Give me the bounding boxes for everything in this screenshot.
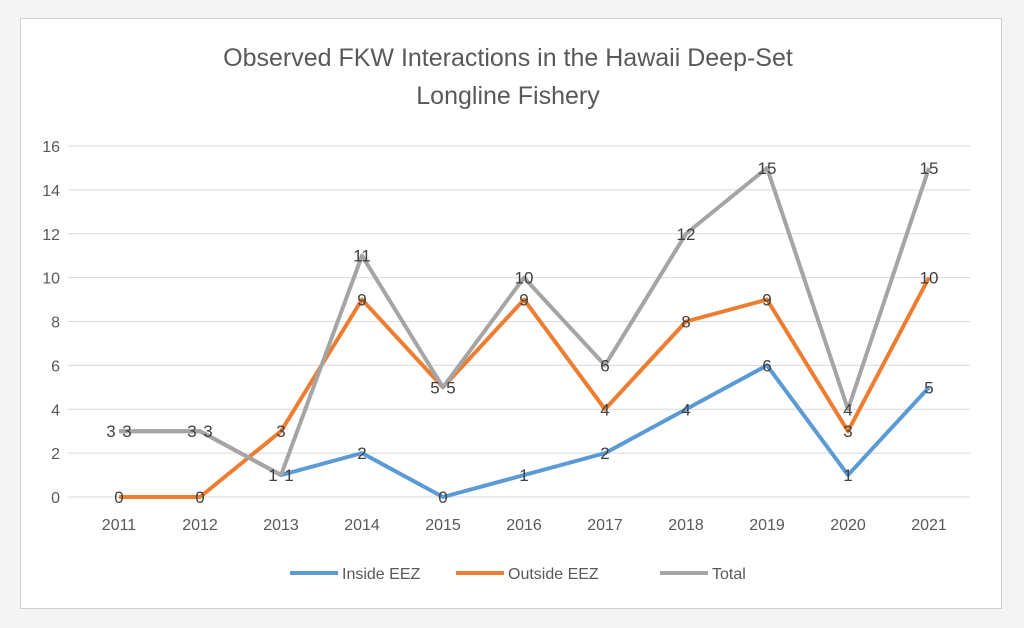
x-tick-label: 2019 — [749, 517, 785, 534]
legend: Inside EEZ Outside EEZ Total — [290, 566, 746, 583]
data-label: 12 — [677, 225, 696, 244]
x-tick-label: 2015 — [425, 517, 461, 534]
data-label: 10 — [920, 269, 939, 288]
data-label: 5 — [924, 378, 933, 397]
x-tick-label: 2020 — [830, 517, 866, 534]
y-tick-label: 16 — [42, 139, 60, 156]
data-label: 1 — [843, 466, 852, 485]
data-label: 2 — [600, 444, 609, 463]
x-tick-label: 2017 — [587, 517, 623, 534]
data-label: 3 — [187, 422, 196, 441]
chart-title-line1: Observed FKW Interactions in the Hawaii … — [223, 44, 793, 72]
data-label: 5 — [430, 378, 439, 397]
x-tick-label: 2014 — [344, 517, 380, 534]
legend-label: Outside EEZ — [508, 566, 599, 583]
legend-label: Total — [712, 566, 746, 583]
x-tick-label: 2011 — [102, 517, 137, 534]
x-tick-label: 2018 — [668, 517, 704, 534]
legend-label: Inside EEZ — [342, 566, 420, 583]
data-label: 4 — [600, 400, 609, 419]
series-line-outside-eez — [119, 276, 931, 499]
y-tick-label: 2 — [51, 446, 60, 463]
y-tick-label: 4 — [51, 402, 60, 419]
data-label: 11 — [353, 247, 371, 266]
chart-title-line2: Longline Fishery — [416, 82, 600, 110]
data-label: 9 — [519, 291, 528, 310]
data-label: 8 — [681, 313, 690, 332]
y-tick-label: 0 — [51, 490, 60, 507]
data-label: 6 — [600, 356, 609, 375]
data-label: 9 — [357, 291, 366, 310]
y-tick-label: 6 — [51, 358, 60, 375]
data-label: 4 — [681, 400, 690, 419]
x-tick-label: 2012 — [182, 517, 218, 534]
data-label: 10 — [515, 269, 534, 288]
data-label: 3 — [203, 422, 212, 441]
data-label: 3 — [843, 422, 852, 441]
data-label: 3 — [106, 422, 115, 441]
series-line-total — [119, 165, 931, 478]
data-label: 9 — [762, 291, 771, 310]
data-label: 6 — [762, 356, 771, 375]
data-label: 0 — [195, 488, 204, 507]
data-label: 0 — [114, 488, 123, 507]
x-tick-label: 2021 — [911, 517, 947, 534]
data-label: 0 — [438, 488, 447, 507]
y-tick-label: 8 — [51, 315, 60, 332]
data-label: 15 — [758, 159, 777, 178]
data-label: 3 — [276, 422, 285, 441]
data-label: 1 — [268, 466, 277, 485]
y-tick-label: 12 — [42, 227, 60, 244]
x-tick-label: 2016 — [506, 517, 542, 534]
data-label: 1 — [519, 466, 528, 485]
data-label: 2 — [357, 444, 366, 463]
data-label: 15 — [920, 159, 939, 178]
data-label: 4 — [843, 400, 852, 419]
data-label: 3 — [122, 422, 131, 441]
y-tick-label: 14 — [42, 183, 60, 200]
data-label: 1 — [284, 466, 293, 485]
data-label: 5 — [446, 378, 455, 397]
x-tick-label: 2013 — [263, 517, 299, 534]
series-lines — [119, 165, 931, 499]
y-tick-label: 10 — [42, 271, 60, 288]
